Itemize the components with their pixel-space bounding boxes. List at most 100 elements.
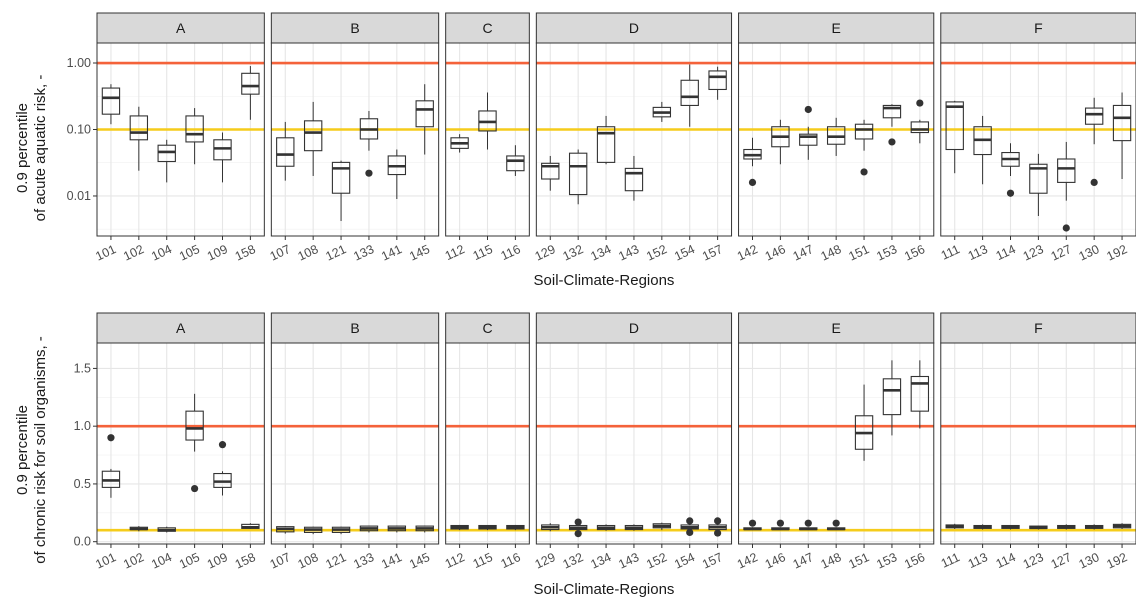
outlier-point bbox=[714, 517, 722, 525]
y-tick-label: 1.0 bbox=[74, 419, 91, 433]
boxplot-101 bbox=[101, 434, 121, 498]
outlier-point bbox=[776, 519, 784, 527]
x-tick-label: 129 bbox=[533, 242, 558, 264]
box-iqr bbox=[541, 162, 560, 180]
facet-panel-F: F 111 113 114 123 127 130 192 bbox=[939, 12, 1136, 264]
box-iqr bbox=[185, 115, 204, 143]
facet-strip bbox=[96, 312, 265, 344]
x-tick-label: 152 bbox=[644, 550, 669, 572]
boxplot-158 bbox=[241, 523, 260, 529]
facet-panel-C: C 112 115 116 bbox=[443, 12, 530, 263]
x-tick-label: 132 bbox=[561, 242, 586, 264]
outlier-point bbox=[365, 169, 373, 177]
facet-panel-E: E 142 146 147 148 151 153 156 bbox=[735, 12, 935, 264]
boxplot-154 bbox=[680, 517, 699, 537]
boxplot-105 bbox=[185, 108, 204, 165]
boxplot-147 bbox=[799, 519, 818, 531]
box-iqr bbox=[506, 155, 525, 172]
x-tick-label: 129 bbox=[533, 550, 558, 572]
boxplot-148 bbox=[826, 519, 846, 531]
boxplot-142 bbox=[743, 137, 762, 187]
boxplot-148 bbox=[826, 117, 846, 156]
boxplot-112 bbox=[450, 524, 469, 531]
facet-strip bbox=[738, 12, 935, 44]
boxplot-151 bbox=[854, 384, 874, 461]
x-tick-label: 116 bbox=[499, 242, 523, 263]
x-tick-label: 121 bbox=[324, 550, 349, 572]
facet-strip bbox=[270, 312, 440, 344]
boxplot-127 bbox=[1057, 141, 1076, 232]
x-tick-label: 113 bbox=[966, 550, 990, 571]
x-tick-label: 141 bbox=[379, 550, 404, 572]
outlier-point bbox=[218, 441, 227, 449]
boxplot-104 bbox=[157, 139, 176, 183]
boxplot-107 bbox=[276, 121, 295, 181]
box-iqr bbox=[241, 72, 260, 95]
x-tick-label: 102 bbox=[121, 242, 146, 264]
box-iqr bbox=[799, 133, 818, 146]
y-tick-label: 0.5 bbox=[74, 477, 91, 491]
facet-strip-label: F bbox=[1034, 320, 1043, 336]
boxplot-115 bbox=[478, 92, 497, 150]
x-tick-label: 134 bbox=[589, 550, 614, 572]
facet-strip-label: C bbox=[482, 20, 492, 36]
y-tick-label: 0.01 bbox=[67, 189, 91, 203]
facet-strip-label: D bbox=[629, 20, 639, 36]
x-tick-label: 142 bbox=[735, 550, 760, 572]
x-tick-label: 104 bbox=[149, 550, 174, 572]
facet-panel-C: C 112 115 116 bbox=[443, 312, 530, 571]
box-iqr bbox=[854, 123, 874, 140]
x-tick-label: 145 bbox=[407, 242, 432, 264]
boxplot-157 bbox=[708, 66, 727, 100]
x-tick-label: 109 bbox=[205, 242, 230, 264]
facet-panel-A: A 101 102 104 105 109 158 bbox=[93, 12, 265, 264]
outlier-point bbox=[1090, 178, 1098, 187]
x-tick-label: 112 bbox=[443, 550, 467, 571]
box-iqr bbox=[596, 126, 616, 163]
box-iqr bbox=[303, 120, 323, 152]
boxplot-102 bbox=[129, 526, 149, 532]
box-iqr bbox=[415, 100, 434, 128]
boxplot-116 bbox=[506, 145, 525, 176]
boxplot-152 bbox=[652, 522, 672, 531]
panel-background bbox=[271, 43, 439, 236]
boxplot-104 bbox=[157, 526, 176, 533]
x-tick-label: 147 bbox=[791, 550, 816, 572]
outlier-point bbox=[804, 105, 812, 114]
x-tick-label: 123 bbox=[1021, 242, 1046, 264]
boxplot-146 bbox=[771, 119, 790, 165]
facet-strip-label: A bbox=[176, 320, 186, 336]
outlier-point bbox=[748, 178, 757, 187]
box-iqr bbox=[708, 70, 727, 91]
y-tick-label: 0.10 bbox=[67, 122, 91, 136]
outlier-point bbox=[191, 484, 199, 493]
facet-strip bbox=[535, 12, 733, 44]
outlier-point bbox=[916, 99, 924, 107]
boxplot-141 bbox=[387, 149, 407, 200]
facet-strip bbox=[940, 12, 1136, 44]
outlier-point bbox=[574, 530, 582, 538]
x-tick-label: 143 bbox=[616, 242, 641, 264]
x-tick-label: 133 bbox=[351, 242, 376, 264]
facet-strip-label: A bbox=[176, 20, 186, 36]
x-tick-label: 112 bbox=[443, 242, 467, 263]
boxplot-192 bbox=[1112, 523, 1132, 529]
facet-strip bbox=[940, 312, 1136, 344]
boxplot-112 bbox=[450, 134, 469, 153]
boxplot-111 bbox=[945, 100, 964, 174]
facet-strip bbox=[96, 12, 265, 44]
x-tick-label: 143 bbox=[616, 550, 641, 572]
x-tick-label: 142 bbox=[735, 242, 760, 264]
x-tick-label: 111 bbox=[939, 242, 962, 263]
box-iqr bbox=[1112, 104, 1132, 142]
facet-panel-D: D 129 132 134 143 152 154 157 bbox=[533, 12, 733, 264]
x-tick-label: 153 bbox=[874, 550, 899, 572]
boxplot-157 bbox=[708, 517, 727, 537]
boxplot-145 bbox=[415, 525, 434, 533]
outlier-point bbox=[748, 519, 757, 527]
boxplot-134 bbox=[596, 524, 616, 531]
x-tick-label: 104 bbox=[149, 242, 174, 264]
box-iqr bbox=[680, 79, 699, 106]
box-iqr bbox=[1057, 158, 1076, 183]
box-iqr bbox=[101, 87, 121, 115]
